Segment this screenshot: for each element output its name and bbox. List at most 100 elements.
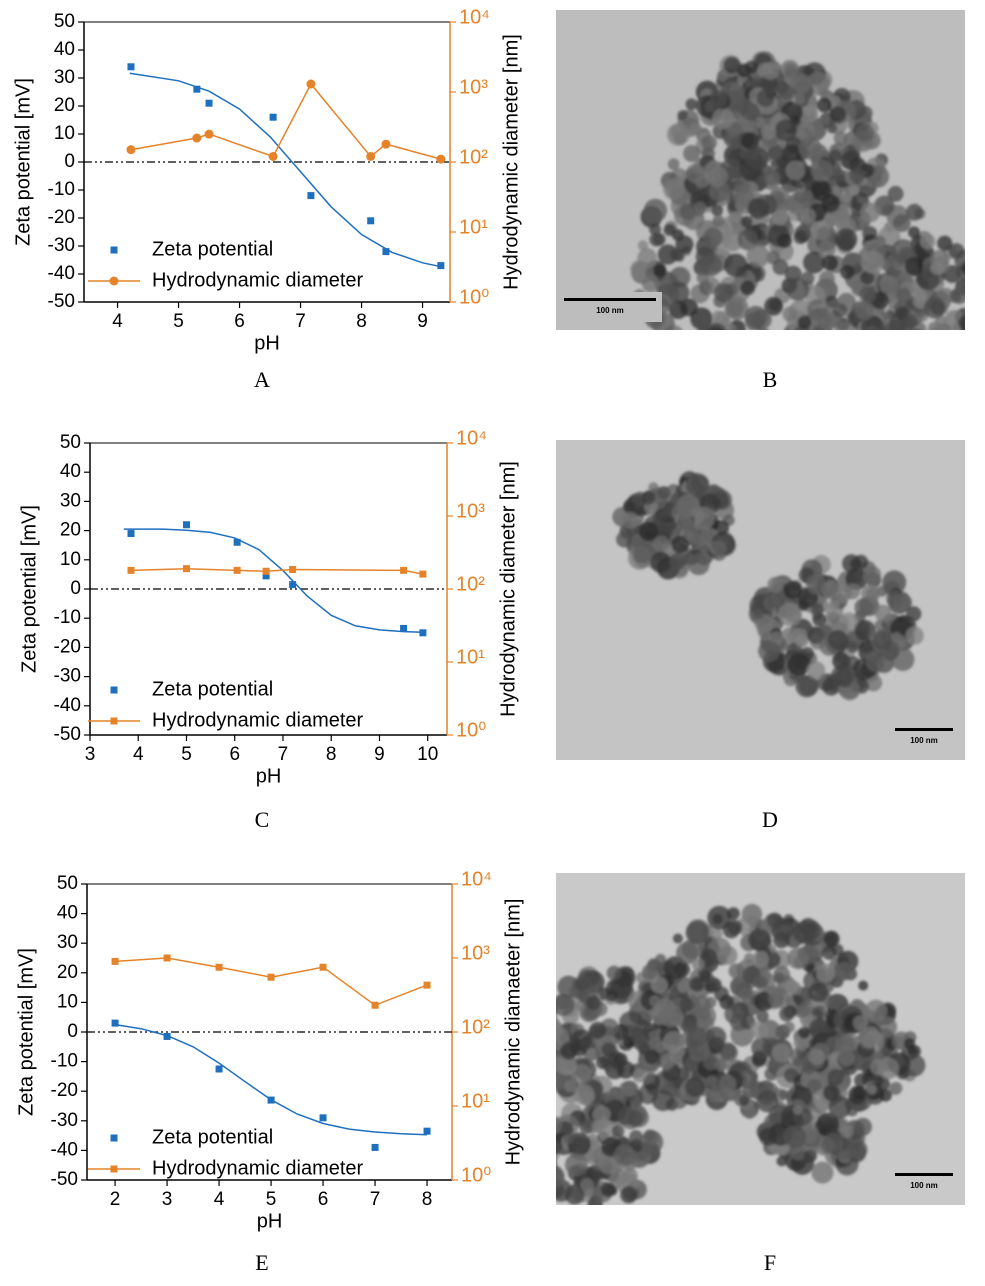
particle — [556, 1117, 557, 1124]
particle — [742, 1080, 761, 1099]
particle — [751, 1037, 773, 1059]
particle — [672, 933, 683, 944]
particle — [629, 1129, 643, 1144]
particle — [556, 1054, 578, 1076]
scale-bar-box — [891, 722, 957, 752]
particle — [849, 167, 865, 184]
particle — [963, 264, 965, 273]
particle — [709, 180, 731, 202]
particle — [738, 1095, 750, 1106]
particle — [747, 344, 760, 357]
particle — [743, 1106, 757, 1119]
particle — [556, 1004, 558, 1016]
particle — [898, 333, 913, 348]
particle — [556, 1131, 564, 1154]
y-axis-title: Zeta potential [mV] — [15, 948, 37, 1116]
particle — [793, 921, 817, 945]
particle — [677, 347, 697, 367]
particle — [928, 321, 942, 330]
legend-label: Hydrodynamic diameter — [152, 1157, 364, 1179]
data-point — [268, 151, 278, 161]
y-tick-label: -30 — [54, 666, 81, 687]
particle — [924, 296, 946, 319]
particle — [874, 604, 892, 622]
particle — [680, 202, 698, 220]
micrograph: 100 nm — [556, 10, 970, 398]
particle — [620, 1186, 638, 1204]
y2-tick-label: 10² — [459, 146, 488, 168]
particle — [663, 223, 676, 237]
particle — [822, 349, 842, 369]
particle — [833, 131, 848, 145]
particles — [556, 903, 926, 1205]
particle — [727, 919, 743, 935]
y-tick-label: -30 — [48, 235, 75, 256]
particle — [787, 652, 811, 676]
x-tick-label: 10 — [417, 744, 438, 765]
particle — [771, 918, 794, 941]
particle — [641, 274, 660, 293]
data-point — [319, 1114, 327, 1122]
y-tick-label: -30 — [51, 1110, 78, 1131]
particle — [786, 104, 798, 117]
x-tick-label: 4 — [112, 311, 123, 332]
particle — [866, 1084, 877, 1095]
legend-marker — [110, 717, 118, 725]
particle — [580, 1178, 594, 1192]
particle — [676, 941, 699, 965]
particle — [783, 373, 794, 384]
data-point — [423, 1127, 431, 1135]
particle — [686, 1026, 708, 1048]
particle — [743, 366, 761, 384]
particle — [836, 232, 856, 252]
particle — [710, 928, 723, 941]
particle — [783, 581, 802, 600]
particle — [622, 500, 636, 513]
particle — [643, 198, 668, 223]
y-tick-label: 30 — [60, 490, 81, 511]
data-point — [163, 954, 171, 962]
particle — [877, 1057, 900, 1080]
particle — [740, 215, 753, 228]
x-tick-label: 8 — [326, 744, 337, 765]
y2-tick-label: 10² — [461, 1016, 490, 1038]
y-tick-label: -40 — [54, 695, 81, 716]
particle — [866, 349, 889, 372]
particle — [606, 965, 622, 981]
particle — [752, 950, 770, 968]
particle — [855, 123, 875, 143]
data-point — [400, 624, 408, 632]
scale-bar-label: 100 nm — [910, 1181, 938, 1190]
particle — [638, 521, 659, 542]
y2-tick-label: 10⁴ — [456, 427, 487, 449]
particle — [806, 573, 827, 595]
x-tick-label: 7 — [295, 311, 306, 332]
particle — [790, 374, 814, 398]
particle — [669, 266, 691, 288]
y-tick-label: -10 — [54, 607, 81, 628]
particle — [633, 544, 653, 564]
particle — [677, 110, 688, 121]
particle — [960, 330, 970, 340]
legend-label: Hydrodynamic diameter — [152, 269, 364, 291]
data-point — [437, 262, 445, 270]
particle — [671, 504, 688, 521]
particle — [709, 540, 727, 557]
x-tick-label: 3 — [85, 744, 96, 765]
panel-label: D — [762, 807, 778, 832]
particle — [903, 1038, 916, 1050]
data-point — [215, 963, 223, 971]
particle — [879, 274, 899, 295]
particle — [657, 485, 671, 500]
data-point — [262, 572, 270, 580]
y-tick-label: 40 — [57, 903, 78, 924]
y-tick-label: -20 — [51, 1080, 78, 1101]
particle — [685, 473, 709, 497]
legend-marker — [109, 276, 119, 286]
particle — [748, 928, 771, 952]
particle — [685, 163, 706, 184]
particle — [800, 271, 815, 285]
particle — [693, 359, 704, 370]
data-point — [289, 581, 297, 589]
